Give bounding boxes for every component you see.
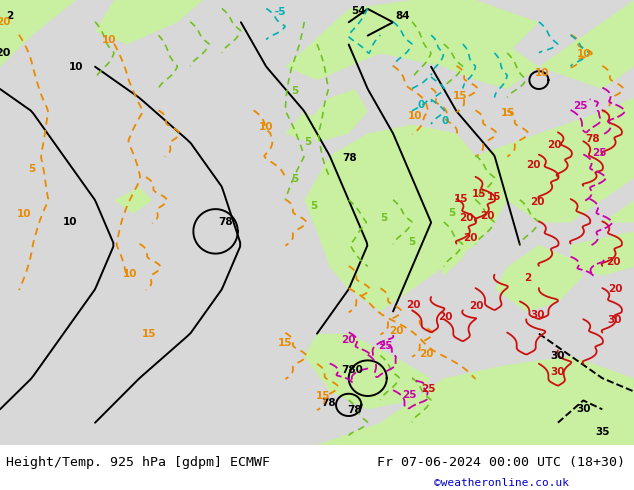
Text: 20: 20 — [480, 211, 494, 221]
Text: 78: 78 — [321, 398, 336, 408]
Text: Height/Temp. 925 hPa [gdpm] ECMWF: Height/Temp. 925 hPa [gdpm] ECMWF — [6, 456, 270, 468]
Text: 84: 84 — [395, 11, 410, 21]
Text: 20: 20 — [0, 17, 10, 27]
Text: 30: 30 — [531, 310, 545, 320]
Text: 15: 15 — [278, 338, 292, 347]
Text: 30: 30 — [551, 367, 565, 376]
Text: 20: 20 — [438, 312, 452, 322]
Text: 15: 15 — [453, 91, 467, 100]
Text: 15: 15 — [142, 329, 156, 339]
Text: 54: 54 — [351, 6, 366, 16]
Polygon shape — [114, 187, 152, 214]
Polygon shape — [444, 45, 539, 89]
Text: 5: 5 — [304, 137, 311, 147]
Text: 20: 20 — [608, 284, 622, 294]
Text: 10: 10 — [578, 49, 592, 59]
Polygon shape — [0, 0, 76, 67]
Polygon shape — [571, 231, 634, 276]
Text: 2: 2 — [6, 11, 13, 21]
Text: 20: 20 — [389, 326, 403, 337]
Text: 10: 10 — [123, 269, 137, 279]
Text: 30: 30 — [608, 316, 622, 325]
Polygon shape — [539, 0, 634, 89]
Text: 20: 20 — [470, 301, 484, 311]
Text: 20: 20 — [548, 140, 562, 149]
Text: 10: 10 — [259, 122, 273, 132]
Text: -5: -5 — [275, 7, 286, 18]
Text: ©weatheronline.co.uk: ©weatheronline.co.uk — [434, 478, 569, 488]
Text: 25: 25 — [402, 390, 416, 400]
Text: 5: 5 — [28, 164, 36, 174]
Text: 20: 20 — [406, 300, 420, 310]
Text: 15: 15 — [501, 108, 515, 119]
Text: 10: 10 — [17, 209, 31, 219]
Text: 5: 5 — [448, 208, 455, 218]
Text: 780: 780 — [341, 365, 363, 375]
Text: 25: 25 — [421, 384, 435, 394]
Text: 15: 15 — [472, 189, 486, 198]
Text: 10: 10 — [69, 62, 83, 72]
Text: 25: 25 — [592, 148, 606, 158]
Polygon shape — [317, 356, 634, 445]
Text: 20: 20 — [463, 233, 477, 243]
Polygon shape — [285, 0, 539, 80]
Text: Fr 07-06-2024 00:00 UTC (18+30): Fr 07-06-2024 00:00 UTC (18+30) — [377, 456, 625, 468]
Polygon shape — [304, 124, 507, 312]
Text: 78: 78 — [347, 405, 363, 415]
Polygon shape — [602, 200, 634, 222]
Text: 5: 5 — [291, 174, 299, 184]
Text: 10: 10 — [535, 69, 549, 78]
Text: 78: 78 — [585, 134, 600, 144]
Polygon shape — [304, 89, 368, 143]
Text: 20: 20 — [419, 349, 433, 359]
Text: 10: 10 — [63, 218, 77, 227]
Polygon shape — [431, 222, 476, 276]
Text: 0: 0 — [441, 116, 449, 126]
Polygon shape — [95, 0, 203, 45]
Text: 10: 10 — [408, 111, 422, 121]
Text: 5: 5 — [291, 86, 299, 96]
Text: 5: 5 — [310, 200, 318, 211]
Text: 15: 15 — [316, 391, 330, 401]
Text: 5: 5 — [408, 238, 416, 247]
Text: 10: 10 — [102, 35, 116, 45]
Polygon shape — [285, 111, 317, 143]
Polygon shape — [476, 98, 634, 222]
Text: 78: 78 — [342, 153, 358, 163]
Text: 30: 30 — [551, 351, 565, 361]
Text: 20: 20 — [459, 213, 473, 223]
Text: 2: 2 — [524, 273, 531, 283]
Polygon shape — [495, 245, 583, 312]
Text: 25: 25 — [378, 341, 392, 351]
Text: 20: 20 — [527, 160, 541, 170]
Text: 78: 78 — [217, 218, 233, 227]
Text: 35: 35 — [595, 427, 609, 437]
Text: 20: 20 — [0, 49, 11, 58]
Text: 15: 15 — [488, 192, 501, 202]
Text: 20: 20 — [342, 335, 356, 345]
Text: 25: 25 — [573, 101, 587, 111]
Text: 30: 30 — [576, 404, 590, 415]
Text: 5: 5 — [380, 213, 387, 223]
Text: 20: 20 — [531, 197, 545, 207]
Text: 20: 20 — [607, 257, 621, 267]
Text: 15: 15 — [455, 195, 469, 204]
Text: 0: 0 — [418, 99, 425, 110]
Polygon shape — [304, 334, 431, 409]
